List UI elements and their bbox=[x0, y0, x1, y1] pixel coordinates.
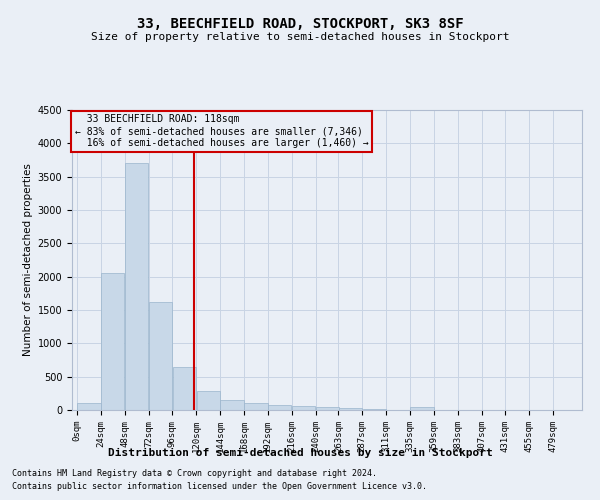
Bar bbox=[220, 400, 244, 410]
Text: Contains public sector information licensed under the Open Government Licence v3: Contains public sector information licen… bbox=[12, 482, 427, 491]
Bar bbox=[338, 408, 362, 410]
Bar bbox=[149, 302, 172, 410]
Bar bbox=[101, 274, 124, 410]
Y-axis label: Number of semi-detached properties: Number of semi-detached properties bbox=[23, 164, 34, 356]
Bar bbox=[244, 403, 268, 410]
Bar bbox=[173, 366, 196, 410]
Text: 33, BEECHFIELD ROAD, STOCKPORT, SK3 8SF: 33, BEECHFIELD ROAD, STOCKPORT, SK3 8SF bbox=[137, 18, 463, 32]
Bar bbox=[292, 406, 316, 410]
Bar bbox=[125, 164, 148, 410]
Text: 33 BEECHFIELD ROAD: 118sqm
← 83% of semi-detached houses are smaller (7,346)
  1: 33 BEECHFIELD ROAD: 118sqm ← 83% of semi… bbox=[74, 114, 368, 148]
Bar bbox=[362, 408, 386, 410]
Bar bbox=[316, 407, 339, 410]
Bar bbox=[77, 404, 101, 410]
Text: Contains HM Land Registry data © Crown copyright and database right 2024.: Contains HM Land Registry data © Crown c… bbox=[12, 469, 377, 478]
Bar bbox=[268, 404, 292, 410]
Bar bbox=[197, 392, 220, 410]
Text: Size of property relative to semi-detached houses in Stockport: Size of property relative to semi-detach… bbox=[91, 32, 509, 42]
Bar bbox=[410, 408, 434, 410]
Text: Distribution of semi-detached houses by size in Stockport: Distribution of semi-detached houses by … bbox=[107, 448, 493, 458]
